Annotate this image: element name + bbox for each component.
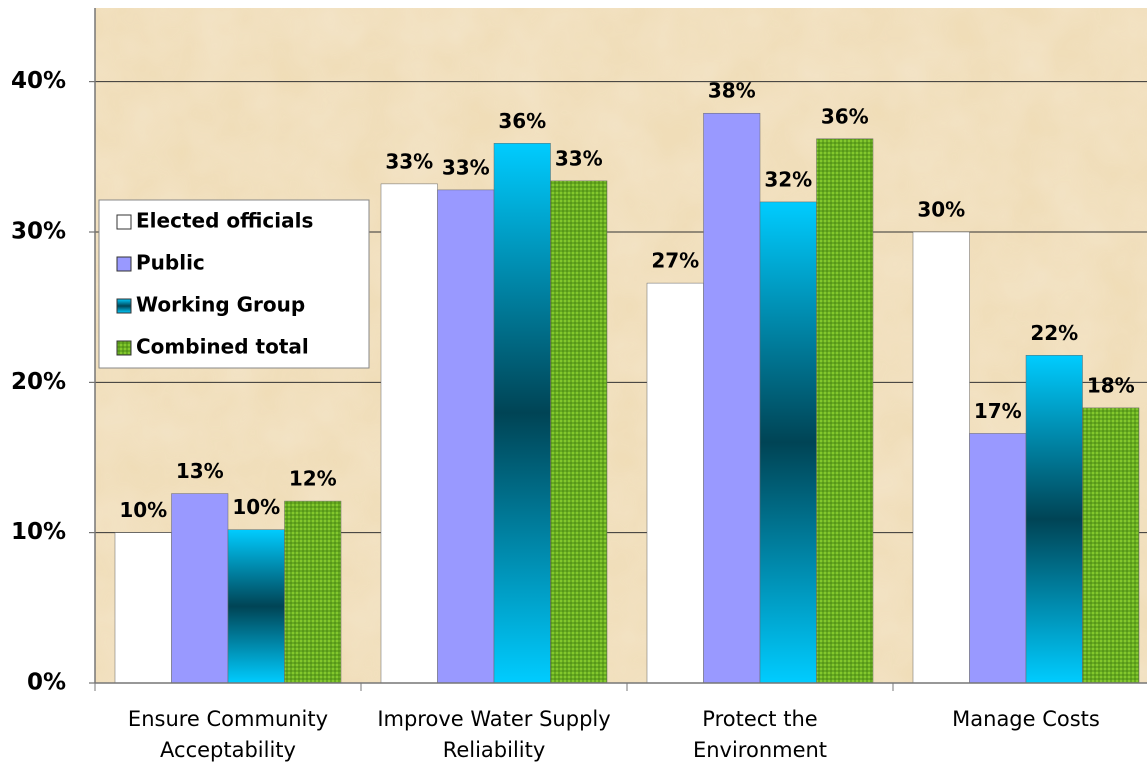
data-label: 12% xyxy=(289,467,337,491)
legend-label: Elected officials xyxy=(136,209,313,233)
bar xyxy=(227,529,285,684)
data-label: 36% xyxy=(498,109,546,133)
x-tick-label: Protect the Environment xyxy=(692,707,828,762)
bar xyxy=(437,189,495,684)
x-tick-label: Improve Water Supply Reliability xyxy=(377,707,611,762)
bar xyxy=(759,201,817,684)
data-label: 36% xyxy=(821,104,869,128)
data-label: 33% xyxy=(555,146,603,170)
data-label: 22% xyxy=(1030,321,1078,345)
data-label: 33% xyxy=(442,155,490,179)
data-label: 27% xyxy=(651,249,699,273)
data-label: 38% xyxy=(708,79,756,103)
bar xyxy=(550,180,608,684)
data-label: 32% xyxy=(764,167,812,191)
legend-box xyxy=(98,199,370,369)
x-tick-label: Ensure Community Acceptability xyxy=(127,707,329,762)
data-label: 17% xyxy=(974,399,1022,423)
bar xyxy=(380,183,438,684)
data-label: 30% xyxy=(917,197,965,221)
bar xyxy=(114,532,172,684)
data-label: 10% xyxy=(119,498,167,522)
bar xyxy=(646,282,704,684)
bar xyxy=(816,138,874,684)
bar xyxy=(912,231,970,684)
bar xyxy=(969,433,1027,684)
data-label: 13% xyxy=(176,459,224,483)
y-tick-label: 40% xyxy=(11,68,66,94)
legend-swatch xyxy=(116,256,132,272)
x-tick-label: Manage Costs xyxy=(952,707,1100,731)
bar xyxy=(171,493,229,684)
bar xyxy=(1082,407,1140,684)
y-tick-label: 30% xyxy=(11,218,66,244)
legend-swatch xyxy=(116,214,132,230)
y-tick-label: 20% xyxy=(11,369,66,395)
bar xyxy=(284,500,342,684)
legend-label: Public xyxy=(136,251,205,275)
legend-swatch xyxy=(116,340,132,356)
data-label: 33% xyxy=(385,149,433,173)
legend-swatch xyxy=(116,298,132,314)
bar xyxy=(493,143,551,684)
bar xyxy=(1025,355,1083,684)
bar xyxy=(703,112,761,684)
legend-label: Combined total xyxy=(136,335,309,359)
data-label: 10% xyxy=(232,495,280,519)
y-tick-label: 0% xyxy=(27,670,66,696)
data-label: 18% xyxy=(1087,373,1135,397)
y-tick-label: 10% xyxy=(11,519,66,545)
legend-label: Working Group xyxy=(136,293,305,317)
